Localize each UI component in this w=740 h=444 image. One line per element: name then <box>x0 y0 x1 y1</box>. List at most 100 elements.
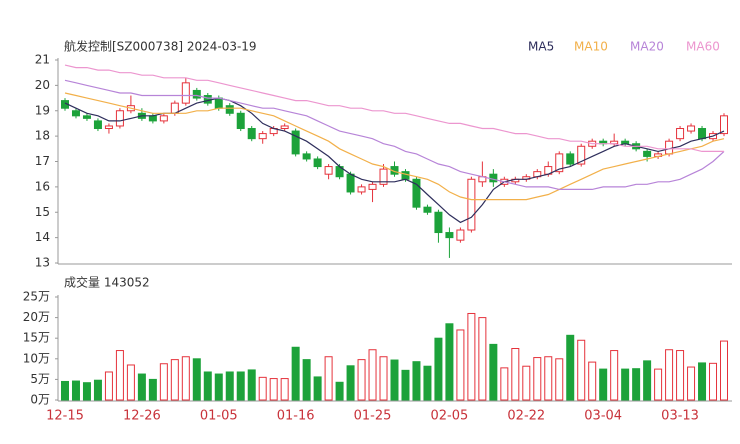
candle-body <box>720 115 728 135</box>
volume-bar <box>599 368 608 401</box>
candle-body <box>280 125 289 130</box>
volume-y-tick-label: 20万 <box>23 310 50 324</box>
y-tick-label: 15 <box>35 205 50 219</box>
volume-bar <box>456 329 465 401</box>
candle-body <box>82 115 91 119</box>
candle-body <box>555 153 564 173</box>
candle-body <box>687 125 696 132</box>
ma-line <box>64 92 725 201</box>
y-tick-label: 14 <box>35 230 50 244</box>
volume-y-tick-label: 5万 <box>30 372 50 386</box>
y-tick-label: 20 <box>35 78 50 92</box>
volume-bar <box>214 373 223 401</box>
x-tick-label: 01-25 <box>354 409 392 424</box>
volume-bar <box>709 362 718 401</box>
volume-bar <box>203 371 212 401</box>
ma-line <box>64 79 725 190</box>
volume-bar <box>159 363 168 401</box>
ma-line <box>64 64 724 152</box>
volume-bar <box>280 378 289 401</box>
candle-body <box>148 115 157 122</box>
legend-label: MA60 <box>686 40 720 54</box>
legend-label: MA10 <box>574 40 608 54</box>
volume-bar <box>577 339 586 401</box>
volume-bar <box>632 368 641 401</box>
y-tick-label: 18 <box>35 129 50 143</box>
volume-bar <box>423 365 432 401</box>
volume-bar <box>566 334 575 401</box>
y-tick-label: 21 <box>35 53 50 67</box>
volume-bar <box>687 366 696 401</box>
candle-body <box>643 150 652 157</box>
y-tick-label: 16 <box>35 179 50 193</box>
volume-bar <box>555 358 564 401</box>
candle-body <box>115 110 124 127</box>
candle-body <box>412 178 421 208</box>
volume-bar <box>181 356 190 401</box>
candle-body <box>192 89 201 99</box>
y-tick-label: 13 <box>35 256 50 270</box>
volume-bar <box>401 369 410 401</box>
volume-y-tick-label: 0万 <box>30 393 50 407</box>
legend-label: MA20 <box>630 40 664 54</box>
candle-body <box>665 140 674 155</box>
candle-body <box>291 130 300 155</box>
legend-label: MA5 <box>528 40 554 54</box>
candle-body <box>159 115 168 122</box>
volume-bar <box>346 365 355 401</box>
volume-bar <box>71 380 80 401</box>
volume-bar <box>126 364 135 401</box>
volume-bar <box>412 361 421 401</box>
volume-bar <box>357 359 366 401</box>
volume-bar <box>665 349 674 401</box>
candle-body <box>467 178 476 231</box>
volume-bar <box>676 350 685 401</box>
volume-y-tick-label: 10万 <box>23 351 50 365</box>
volume-bar <box>643 360 652 401</box>
volume-bar <box>654 368 663 401</box>
volume-bar <box>610 350 619 401</box>
x-tick-label: 12-15 <box>46 409 84 424</box>
volume-bar <box>313 376 322 401</box>
x-tick-label: 01-05 <box>200 409 238 424</box>
candle-body <box>302 153 311 160</box>
volume-bar <box>478 317 487 401</box>
volume-bar <box>720 340 728 401</box>
volume-bar <box>533 357 542 401</box>
candle-body <box>368 183 377 190</box>
x-tick-label: 03-04 <box>584 409 622 424</box>
candle-body <box>489 173 498 183</box>
candle-body <box>313 158 322 168</box>
volume-bar <box>225 371 234 401</box>
candle-body <box>379 168 388 185</box>
volume-bar <box>335 381 344 401</box>
volume-bar <box>621 368 630 401</box>
volume-title: 成交量 143052 <box>64 275 150 290</box>
candle-body <box>456 229 465 241</box>
x-tick-label: 12-26 <box>123 409 161 424</box>
x-tick-label: 03-13 <box>661 409 699 424</box>
volume-bar <box>467 312 476 401</box>
x-tick-label: 02-22 <box>507 409 545 424</box>
volume-bar <box>390 359 399 401</box>
x-tick-label: 02-05 <box>431 409 469 424</box>
candle-body <box>423 206 432 213</box>
volume-bar <box>93 379 102 401</box>
volume-bar <box>698 362 707 401</box>
volume-bar <box>148 378 157 401</box>
x-tick-label: 01-16 <box>277 409 315 424</box>
volume-bar <box>269 378 278 401</box>
volume-y-tick-label: 25万 <box>23 290 50 304</box>
volume-bar <box>247 369 256 401</box>
candle-body <box>181 82 190 104</box>
candle-body <box>357 186 366 193</box>
y-tick-label: 19 <box>35 103 50 117</box>
candle-body <box>434 211 443 234</box>
candle-body <box>346 173 355 193</box>
volume-bar <box>511 348 520 401</box>
candle-body <box>236 112 245 130</box>
volume-bar <box>115 350 124 401</box>
y-tick-label: 17 <box>35 154 50 168</box>
candle-body <box>247 128 256 140</box>
